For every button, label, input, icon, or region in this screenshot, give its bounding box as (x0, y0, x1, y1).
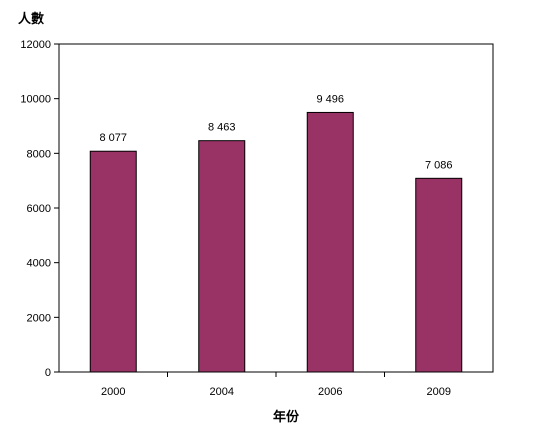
data-label: 8 077 (99, 132, 127, 144)
x-tick-label: 2004 (210, 386, 234, 398)
x-tick-label: 2006 (318, 386, 342, 398)
data-label: 9 496 (316, 93, 344, 105)
y-tick-label: 6000 (27, 203, 51, 215)
y-tick-label: 8000 (27, 148, 51, 160)
x-axis-title: 年份 (273, 409, 300, 425)
y-tick-label: 10000 (20, 94, 51, 106)
data-label: 8 463 (208, 122, 236, 134)
y-tick-label: 4000 (27, 258, 51, 270)
data-labels: 8 077 8 463 9 496 7 086 (99, 93, 452, 171)
y-axis: 0 2000 4000 6000 8000 10000 12000 (20, 39, 59, 379)
bar (415, 177, 463, 373)
x-axis: 2000 2004 2006 2009 (101, 372, 451, 398)
x-tick-label: 2009 (427, 386, 451, 398)
x-tick-label: 2000 (101, 386, 125, 398)
bar (198, 140, 246, 373)
y-tick-label: 12000 (20, 39, 51, 51)
bar (89, 150, 137, 373)
y-axis-title: 人數 (18, 11, 44, 27)
bars (89, 111, 463, 373)
y-tick-label: 0 (45, 367, 51, 379)
data-label: 7 086 (425, 159, 453, 171)
bar (306, 111, 354, 373)
y-tick-label: 2000 (27, 312, 51, 324)
